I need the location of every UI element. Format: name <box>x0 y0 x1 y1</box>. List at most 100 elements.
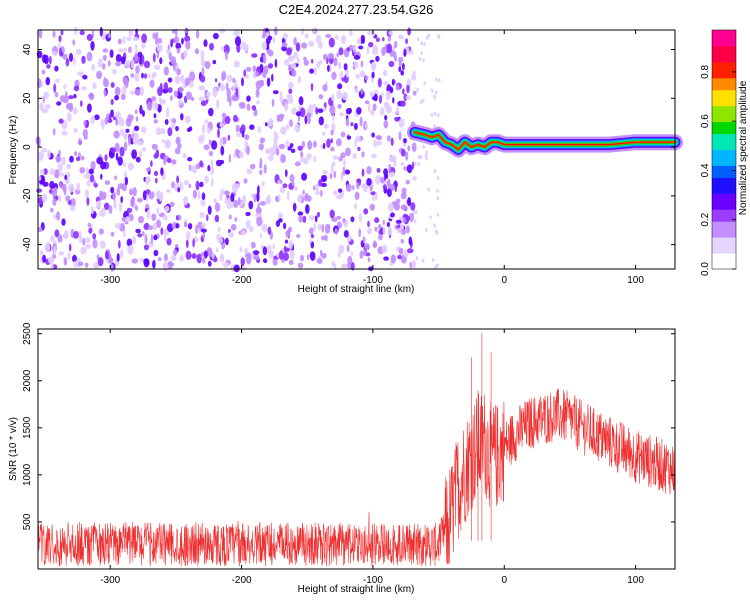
snr-y-tick-label: 2500 <box>22 322 33 345</box>
spectrogram-noise-cell <box>315 107 319 115</box>
spectrogram-noise-cell <box>332 113 335 122</box>
spectrogram-noise-cell <box>65 195 71 202</box>
spectrogram-noise-cell <box>67 252 71 260</box>
spectrogram-noise-cell <box>153 170 159 177</box>
spectrogram-noise-cell <box>117 38 122 45</box>
spectrogram-noise-cell <box>90 115 96 124</box>
spectrogram-noise-cell <box>115 54 122 63</box>
spectrogram-noise-cell <box>359 70 366 78</box>
colorbar-segment <box>712 237 736 242</box>
spectrogram-noise-cell <box>417 37 420 42</box>
spectrogram-noise-cell <box>434 264 437 269</box>
spectrogram-noise-cell <box>325 33 332 38</box>
spectrogram-noise-cell <box>120 196 123 203</box>
spectrogram-noise-cell <box>303 59 309 66</box>
spectrogram-noise-cell <box>129 90 135 95</box>
spectrogram-noise-cell <box>412 210 416 215</box>
spectrogram-noise-cell <box>309 227 314 235</box>
spectrogram-noise-cell <box>152 101 159 111</box>
spectrogram-noise-cell <box>120 56 126 65</box>
spectrogram-noise-cell <box>204 89 207 95</box>
snr-y-tick-label: 500 <box>22 513 33 530</box>
spectrogram-noise-cell <box>131 258 138 264</box>
spectrogram-noise-cell <box>211 140 218 150</box>
spectrogram-noise-cell <box>155 177 158 184</box>
spectrogram-noise-cell <box>195 180 200 191</box>
spectrogram-noise-cell <box>41 193 48 203</box>
spectrogram-noise-cell <box>51 51 58 55</box>
spectrogram-noise-cell <box>62 53 68 60</box>
spectrogram-noise-cell <box>240 41 247 50</box>
spectrogram-noise-cell <box>197 190 201 200</box>
spectrogram-noise-cell <box>342 218 346 223</box>
spectrogram-noise-cell <box>171 159 177 165</box>
spectrogram-noise-cell <box>183 221 188 228</box>
colorbar-segment <box>712 225 736 230</box>
spectrogram-noise-cell <box>132 235 137 245</box>
spectrogram-noise-cell <box>357 146 361 152</box>
spectrogram-noise-cell <box>335 138 342 147</box>
spectrogram-noise-cell <box>390 155 397 160</box>
spectrogram-noise-cell <box>341 77 347 82</box>
spectrogram-noise-cell <box>73 231 79 239</box>
spectrogram-noise-cell <box>384 173 389 179</box>
colorbar-segment <box>712 193 736 198</box>
spectrogram-noise-cell <box>221 112 227 118</box>
spectrogram-noise-cell <box>433 169 437 174</box>
spectrogram-noise-cell <box>110 147 116 154</box>
spectrogram-noise-cell <box>219 159 225 165</box>
spectrogram-noise-cell <box>224 115 231 125</box>
spectrogram-noise-cell <box>204 119 209 124</box>
spectrogram-noise-cell <box>400 70 405 76</box>
spectrogram-noise-cell <box>398 66 402 72</box>
spectrogram-noise-cell <box>243 69 247 77</box>
spectrogram-noise-cell <box>382 225 386 236</box>
spectrogram-noise-cell <box>336 215 342 220</box>
spectrogram-noise-cell <box>47 256 55 264</box>
colorbar-segment <box>712 101 736 107</box>
spectrogram-noise-cell <box>164 205 170 213</box>
spectrogram-noise-cell <box>108 205 113 214</box>
spectrogram-noise-cell <box>400 229 407 235</box>
spectrogram-noise-cell <box>253 250 260 256</box>
spectrogram-noise-cell <box>328 37 335 48</box>
spectrogram-noise-cell <box>279 179 283 184</box>
spectrogram-noise-cell <box>52 198 57 206</box>
spectrogram-noise-cell <box>80 100 83 107</box>
spectrogram-noise-cell <box>306 153 312 160</box>
spectrogram-y-tick-label: 0 <box>22 144 33 150</box>
spectrogram-noise-cell <box>292 202 297 212</box>
spectrogram-noise-cell <box>304 192 309 201</box>
spectrogram-noise-cell <box>57 162 63 172</box>
spectrogram-noise-cell <box>350 122 354 127</box>
colorbar-segment <box>712 185 736 190</box>
spectrogram-noise-cell <box>403 48 407 57</box>
spectrogram-noise-cell <box>38 28 43 39</box>
spectrogram-noise-cell <box>84 189 89 198</box>
spectrogram-noise-cell <box>132 36 139 42</box>
spectrogram-noise-cell <box>160 128 166 135</box>
spectrogram-noise-cell <box>320 182 327 188</box>
spectrogram-noise-cell <box>381 244 388 254</box>
spectrogram-noise-cell <box>416 87 419 92</box>
spectrogram-noise-cell <box>318 116 324 126</box>
spectrogram-noise-cell <box>125 117 132 127</box>
spectrogram-noise-cell <box>123 47 127 53</box>
spectrogram-noise-cell <box>366 227 373 235</box>
snr-x-tick-label: -200 <box>232 575 252 586</box>
spectrogram-noise-cell <box>354 88 359 94</box>
spectrogram-noise-cell <box>120 93 126 101</box>
colorbar-label: Normalized spectral amplitude <box>738 80 749 215</box>
spectrogram-noise-cell <box>113 199 117 209</box>
spectrogram-noise-cell <box>108 253 112 263</box>
spectrogram-noise-cell <box>107 32 112 39</box>
colorbar-segment <box>712 89 736 95</box>
spectrogram-noise-cell <box>116 187 121 196</box>
spectrogram-noise-cell <box>280 154 286 164</box>
spectrogram-noise-cell <box>256 100 260 105</box>
spectrogram-noise-cell <box>417 155 420 160</box>
spectrogram-noise-cell <box>364 100 370 105</box>
spectrogram-noise-cell <box>291 63 297 69</box>
spectrogram-noise-cell <box>202 257 206 264</box>
spectrogram-noise-cell <box>398 118 405 128</box>
